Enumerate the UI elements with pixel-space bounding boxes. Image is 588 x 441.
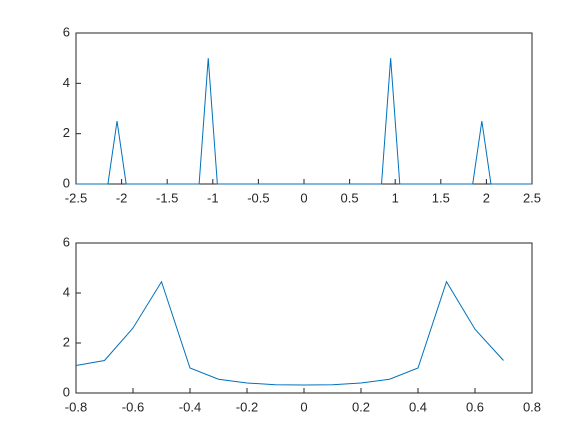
x-tick-label: 1.5: [432, 190, 450, 205]
x-tick-label: 0: [300, 190, 307, 205]
x-tick-label: 0.2: [352, 399, 370, 414]
axes-box: [75, 32, 533, 185]
data-line: [76, 58, 532, 185]
x-tick-label: -2.5: [65, 190, 87, 205]
x-tick-label: -0.2: [236, 399, 258, 414]
y-tick-label: 0: [63, 384, 70, 399]
x-tick-label: 1: [392, 190, 399, 205]
x-tick-label: -0.6: [122, 399, 144, 414]
y-tick-label: 2: [63, 334, 70, 349]
y-tick-label: 4: [63, 75, 70, 90]
x-tick-label: 0.8: [523, 399, 541, 414]
axes-box: [75, 242, 533, 394]
x-tick-label: -0.8: [65, 399, 87, 414]
y-tick-label: 0: [63, 175, 70, 190]
x-tick-label: -2: [116, 190, 128, 205]
x-tick-label: -1: [207, 190, 219, 205]
x-tick-label: -0.5: [247, 190, 269, 205]
x-tick-label: 0.5: [341, 190, 359, 205]
y-tick-label: 6: [63, 24, 70, 39]
x-tick-label: -1.5: [156, 190, 178, 205]
y-tick-label: 6: [63, 234, 70, 249]
x-tick-label: 2: [483, 190, 490, 205]
x-tick-label: 0.4: [409, 399, 427, 414]
x-tick-label: 0: [300, 399, 307, 414]
x-tick-label: -0.4: [179, 399, 201, 414]
y-tick-label: 4: [63, 284, 70, 299]
x-tick-label: 2.5: [523, 190, 541, 205]
x-tick-label: 0.6: [466, 399, 484, 414]
data-line: [75, 280, 504, 386]
y-tick-label: 2: [63, 125, 70, 140]
